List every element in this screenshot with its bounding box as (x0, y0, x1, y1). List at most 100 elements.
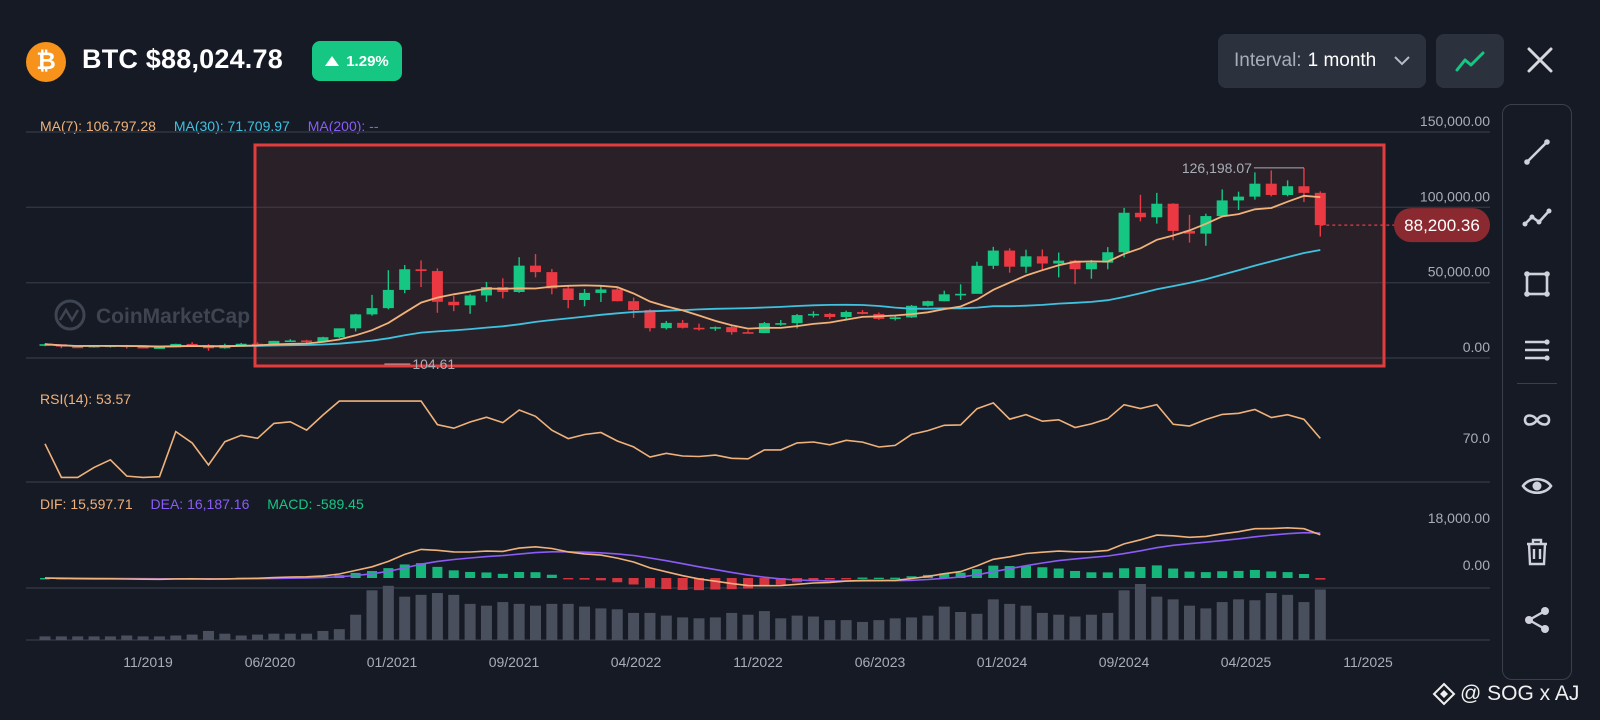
candle-body (726, 327, 738, 333)
volume-bar (1184, 605, 1195, 640)
volume-bar (1151, 596, 1163, 640)
volume-bar (1020, 605, 1032, 640)
ma7-line (44, 194, 1321, 348)
infinity-icon (1523, 414, 1550, 426)
last-price-pill (1394, 208, 1490, 243)
candle-body (709, 327, 721, 329)
trend-line-tool[interactable] (1503, 127, 1570, 177)
interval-value: 1 month (1307, 50, 1377, 71)
credit: @ SOG x AJ (1432, 682, 1579, 706)
close-button[interactable] (1520, 40, 1560, 80)
macd-histogram-bar (759, 578, 770, 587)
volume-bar (137, 636, 149, 640)
macd-histogram-bar (1298, 574, 1309, 578)
volume-bar (971, 613, 983, 640)
macd-histogram-bar (432, 566, 443, 578)
delete-drawings[interactable] (1503, 527, 1570, 577)
candle-body (955, 293, 967, 296)
macd-histogram-bar (416, 563, 427, 578)
rectangle-tool[interactable] (1503, 259, 1570, 309)
candle-body (824, 313, 836, 318)
dea-legend: DEA: 16,187.16 (150, 496, 250, 512)
time-axis-label: 01/2021 (367, 654, 418, 670)
volume-bar (1036, 612, 1048, 640)
candle-body (1282, 186, 1294, 195)
volume-bar (1314, 589, 1326, 640)
candle-body (415, 269, 427, 272)
macd-axis-label: 0.00 (1463, 557, 1490, 573)
macd-histogram-bar (1021, 565, 1031, 578)
candle-body (889, 317, 901, 319)
volume-bar (1004, 603, 1016, 640)
candle-body (611, 289, 623, 302)
share-chart[interactable] (1503, 595, 1570, 645)
volume-bar (415, 594, 427, 640)
macd-histogram-bar (808, 578, 819, 581)
macd-histogram-bar (661, 578, 672, 590)
volume-bar (840, 620, 852, 640)
volume-bar (1134, 584, 1146, 640)
volume-bar (791, 615, 803, 640)
infinite-line-tool[interactable] (1503, 395, 1570, 445)
macd-histogram-bar (1282, 572, 1293, 578)
macd-histogram-bar (1217, 571, 1228, 578)
candle-body (153, 347, 165, 349)
macd-histogram-bar (644, 578, 655, 588)
volume-bar (431, 593, 443, 640)
binance-diamond-icon (1432, 682, 1456, 706)
macd-histogram-bar (481, 572, 492, 578)
macd-legend: DIF: 15,597.71 DEA: 16,187.16 MACD: -589… (40, 496, 364, 512)
volume-bar (611, 609, 623, 640)
candle-body (366, 308, 378, 315)
visibility-toggle[interactable] (1503, 461, 1570, 511)
volume-bar (268, 633, 280, 640)
rsi-line (44, 400, 1321, 479)
candle-body (595, 289, 607, 293)
volume-bar (1298, 602, 1310, 640)
candle-body (1314, 192, 1326, 226)
volume-bar (1249, 600, 1261, 640)
candle-body (137, 346, 149, 349)
candle-body (628, 301, 640, 311)
macd-histogram-bar (563, 578, 574, 580)
macd-histogram-bar (497, 573, 508, 578)
volume-bar (480, 605, 492, 640)
volume-bar (153, 636, 165, 640)
time-axis-label: 01/2024 (977, 654, 1028, 670)
candle-body (791, 315, 803, 324)
macd-histogram-bar (857, 577, 868, 579)
candle-body (987, 250, 999, 266)
volume-bar (1265, 593, 1277, 640)
volume-bar (693, 618, 705, 640)
polyline-tool[interactable] (1503, 193, 1570, 243)
macd-histogram-bar (710, 578, 721, 590)
chart-type-button[interactable] (1436, 34, 1504, 88)
volume-bar (1102, 612, 1114, 640)
volume-bar (333, 629, 345, 640)
page-title: BTC $88,024.78 (82, 44, 283, 74)
macd-histogram-bar (1315, 578, 1326, 580)
macd-histogram-bar (677, 578, 688, 590)
volume-bar (955, 612, 967, 640)
drawing-toolbar (1502, 104, 1572, 680)
volume-bar (513, 603, 525, 640)
candle-body (1036, 256, 1048, 264)
macd-histogram-bar (824, 578, 835, 580)
candle-body (317, 337, 329, 342)
ma200-legend: MA(200): -- (307, 118, 379, 134)
volume-bar (186, 634, 198, 640)
rsi-legend: RSI(14): 53.57 (40, 391, 132, 407)
volume-bar (922, 615, 934, 640)
trash-icon (1526, 538, 1547, 566)
volume-bar (938, 606, 950, 640)
volume-bar (219, 633, 231, 640)
macd-histogram-bar (1168, 568, 1179, 578)
interval-dropdown[interactable]: Interval: 1 month (1218, 34, 1426, 88)
price-axis-label: 0.00 (1463, 339, 1490, 355)
toolbar-divider (1517, 383, 1557, 384)
fib-lines-tool[interactable] (1503, 325, 1570, 375)
macd-histogram-bar (743, 578, 754, 589)
volume-bar (857, 621, 868, 640)
candle-body (333, 328, 345, 338)
